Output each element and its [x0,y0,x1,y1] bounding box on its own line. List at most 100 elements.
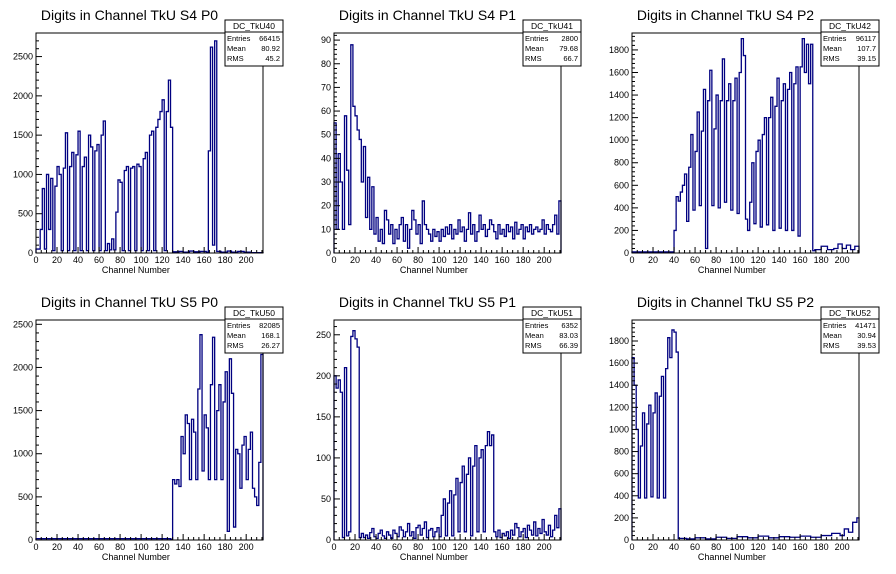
x-tick-label: 40 [669,542,679,552]
stats-value: 79.68 [559,44,578,53]
y-tick-label: 400 [614,203,629,213]
chart-title: Digits in Channel TkU S4 P0 [41,7,218,23]
y-tick-label: 1000 [609,424,629,434]
histogram-line [631,329,860,540]
y-tick-label: 80 [321,59,331,69]
y-tick-label: 1000 [13,449,33,459]
x-tick-label: 160 [793,542,808,552]
x-tick-label: 80 [413,255,423,265]
x-tick-label: 180 [516,542,531,552]
x-tick-label: 200 [537,255,552,265]
stats-value: 66.39 [559,341,578,350]
x-tick-label: 160 [197,542,212,552]
stats-name: DC_TkU42 [829,21,871,31]
histogram-line [35,40,264,254]
stats-name: DC_TkU52 [829,308,871,318]
x-tick-label: 100 [134,542,149,552]
histogram-panel-1: Digits in Channel TkU S4 P0 0 20 40 60 80 100 1… [13,7,284,275]
y-tick-label: 60 [321,106,331,116]
y-tick-label: 10 [321,224,331,234]
x-tick-label: 0 [33,255,38,265]
stats-value: 41471 [855,321,876,330]
chart-title: Digits in Channel TkU S5 P0 [41,294,218,310]
y-tick-label: 1800 [609,336,629,346]
stats-key: Mean [823,44,842,53]
y-tick-label: 600 [614,180,629,190]
x-axis-label: Channel Number [102,552,170,562]
x-tick-label: 140 [772,255,787,265]
x-tick-label: 160 [793,255,808,265]
stats-value: 2800 [561,34,578,43]
y-tick-label: 1400 [609,90,629,100]
histogram-panel-3: Digits in Channel TkU S4 P2 0 20 40 60 80 100 1… [609,7,880,275]
stats-key: RMS [823,341,840,350]
stats-key: Entries [823,321,847,330]
y-tick-label: 70 [321,82,331,92]
y-tick-label: 200 [614,225,629,235]
x-tick-label: 200 [239,255,254,265]
y-tick-label: 2500 [13,52,33,62]
x-tick-label: 180 [218,542,233,552]
x-tick-label: 120 [155,542,170,552]
chart-title: Digits in Channel TkU S4 P2 [637,7,814,23]
stats-value: 30.94 [857,331,876,340]
x-tick-label: 20 [350,542,360,552]
y-tick-label: 0 [624,248,629,258]
stats-key: Mean [525,44,544,53]
x-tick-label: 0 [629,255,634,265]
y-tick-label: 90 [321,35,331,45]
stats-key: RMS [525,341,542,350]
x-tick-label: 0 [331,255,336,265]
x-tick-label: 0 [629,542,634,552]
x-tick-label: 0 [331,542,336,552]
stats-value: 39.15 [857,54,876,63]
x-axis-label: Channel Number [698,265,766,275]
x-tick-label: 60 [690,542,700,552]
y-tick-label: 1600 [609,67,629,77]
stats-name: DC_TkU50 [233,308,275,318]
y-tick-label: 1200 [609,113,629,123]
stats-box [522,306,582,354]
plot-frame [631,319,860,541]
x-tick-label: 100 [134,255,149,265]
plot-frame [333,32,562,254]
histogram-panel-6: Digits in Channel TkU S5 P2 0 20 40 60 80 100 1… [609,294,880,562]
x-tick-label: 20 [52,542,62,552]
x-tick-label: 60 [94,542,104,552]
stats-value: 66415 [259,34,280,43]
y-tick-label: 1000 [13,169,33,179]
stats-box [522,19,582,67]
y-tick-label: 150 [316,412,331,422]
x-tick-label: 40 [73,255,83,265]
stats-key: RMS [823,54,840,63]
stats-key: Entries [525,321,549,330]
chart-title: Digits in Channel TkU S5 P1 [339,294,516,310]
x-tick-label: 100 [432,542,447,552]
y-tick-label: 200 [316,371,331,381]
y-tick-label: 1500 [13,130,33,140]
histogram-panel-2: Digits in Channel TkU S4 P10 20 40 60 80 100 1… [321,7,582,275]
y-tick-label: 2000 [13,362,33,372]
x-tick-label: 180 [814,542,829,552]
y-tick-label: 250 [316,330,331,340]
x-tick-label: 100 [432,255,447,265]
x-tick-label: 0 [33,542,38,552]
x-tick-label: 200 [835,542,850,552]
histogram-line [333,44,562,253]
x-tick-label: 20 [648,542,658,552]
y-tick-label: 2000 [13,91,33,101]
x-tick-label: 20 [52,255,62,265]
x-tick-label: 20 [648,255,658,265]
y-tick-label: 800 [614,158,629,168]
stats-value: 82085 [259,321,280,330]
y-tick-label: 0 [28,248,33,258]
histogram-line [631,37,860,253]
x-tick-label: 40 [371,542,381,552]
y-tick-label: 0 [624,535,629,545]
x-tick-label: 60 [392,542,402,552]
x-tick-label: 160 [495,542,510,552]
y-tick-label: 500 [18,492,33,502]
y-tick-label: 2500 [13,319,33,329]
stats-key: Mean [525,331,544,340]
